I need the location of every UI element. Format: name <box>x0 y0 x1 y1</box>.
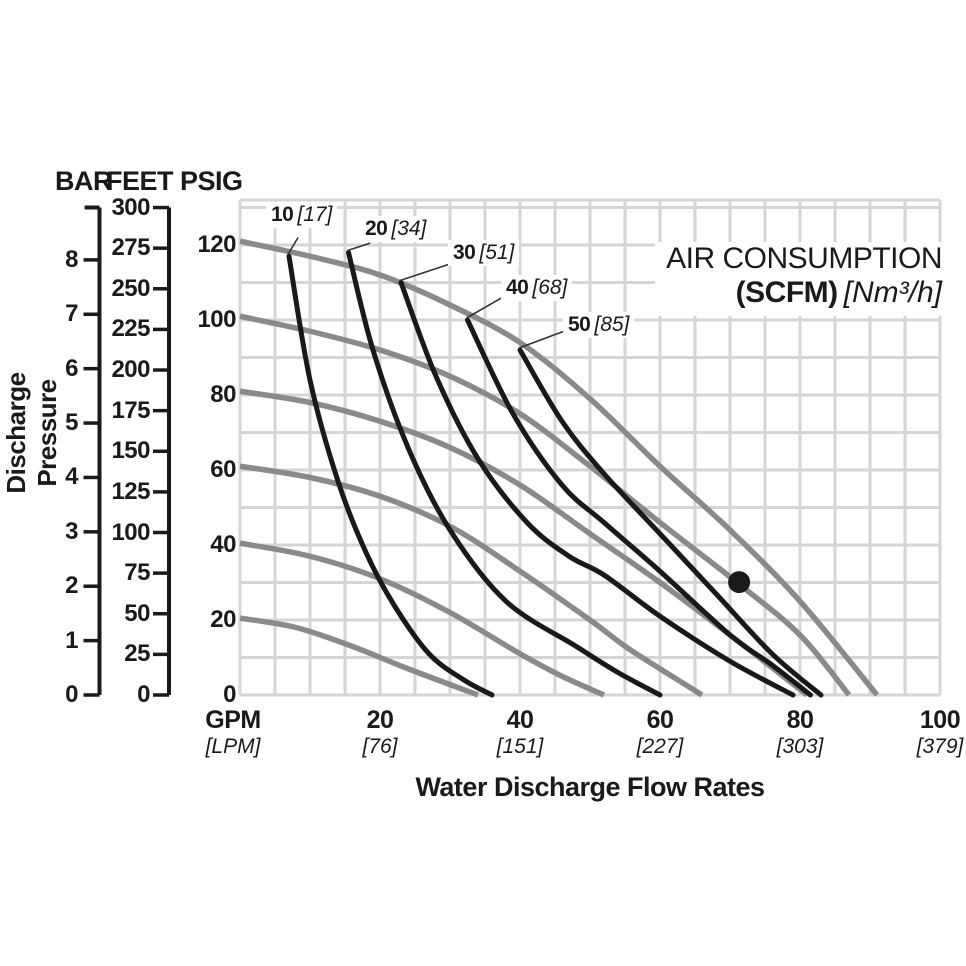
feet-tick-label: 200 <box>111 356 150 384</box>
bar-tick-label: 3 <box>65 517 78 545</box>
gpm-tick-label: 40 <box>506 706 534 734</box>
feet-tick-label: 150 <box>111 437 150 465</box>
air-curve-scfm-value: 50 <box>568 313 591 336</box>
psig-tick-label: 0 <box>223 681 236 708</box>
operating-point-dot <box>728 571 751 594</box>
air-curve-label-20: 20 [34] <box>360 216 432 242</box>
axis-header-psig: PSIG <box>180 166 243 196</box>
air-curve-nm3h-value: [34] <box>391 217 427 240</box>
air-consumption-title: AIR CONSUMPTION <box>666 242 942 275</box>
psig-tick-label: 80 <box>210 381 236 408</box>
air-curve-label-30: 30 [51] <box>448 240 520 266</box>
bar-tick-label: 7 <box>65 300 78 328</box>
air-curve-leader-line <box>287 237 299 255</box>
air-curve-leader-line <box>518 329 568 349</box>
bar-tick-label: 4 <box>65 463 78 491</box>
air-curve-nm3h-value: [85] <box>594 313 630 336</box>
air-curve-30scfm <box>398 280 796 698</box>
pressure-curve-40psig <box>239 540 606 698</box>
feet-tick-label: 250 <box>111 274 150 302</box>
psig-tick-label: 40 <box>210 531 236 558</box>
psig-tick-label: 60 <box>210 456 236 483</box>
lpm-tick-label: [151] <box>496 735 544 758</box>
air-curve-40scfm <box>465 317 813 698</box>
air-curve-label-50: 50 [85] <box>563 312 635 338</box>
feet-tick-label: 25 <box>124 640 150 668</box>
bar-tick-label: 2 <box>65 572 78 600</box>
gpm-tick-label: 60 <box>646 706 674 734</box>
feet-tick-label: 100 <box>111 518 150 546</box>
air-curve-label-10: 10 [17] <box>266 202 338 228</box>
feet-tick-label: 300 <box>111 193 150 221</box>
air-curve-leader-line <box>347 242 371 252</box>
feet-tick-label: 75 <box>124 559 150 587</box>
bar-tick-label: 0 <box>65 681 78 708</box>
pressure-curve-100psig <box>239 313 852 697</box>
psig-tick-label: 100 <box>197 306 236 333</box>
bar-tick-label: 6 <box>65 354 78 382</box>
feet-tick-label: 225 <box>111 315 150 343</box>
lpm-tick-label: [303] <box>776 735 824 758</box>
feet-tick-label: 275 <box>111 234 150 262</box>
air-curve-20scfm <box>346 250 663 698</box>
air-curve-nm3h-value: [51] <box>479 241 515 264</box>
lpm-tick-label: [227] <box>636 735 684 758</box>
axis-header-bar: BAR <box>55 166 113 196</box>
air-curve-50scfm <box>517 347 824 698</box>
feet-tick-label: 175 <box>111 396 150 424</box>
air-curve-nm3h-value: [68] <box>532 276 568 299</box>
bar-tick-label: 1 <box>65 626 78 654</box>
bar-tick-label: 8 <box>65 245 78 273</box>
pressure-curve-20psig <box>239 615 479 698</box>
gpm-tick-label: 80 <box>786 706 814 734</box>
gpm-unit-label: GPM <box>205 706 261 734</box>
axis-header-feet: FEET <box>106 166 174 196</box>
air-curve-10scfm <box>286 253 495 698</box>
air-curve-nm3h-value: [17] <box>297 203 333 226</box>
air-consumption-units: (SCFM) [Nm³/h] <box>655 276 942 310</box>
psig-tick-label: 120 <box>197 231 236 258</box>
feet-tick-label: 0 <box>137 681 150 708</box>
pressure-curve-60psig <box>239 463 704 698</box>
air-curve-label-40: 40 [68] <box>501 275 573 301</box>
air-curve-scfm-value: 20 <box>365 217 388 240</box>
feet-tick-label: 125 <box>111 477 150 505</box>
feet-tick-label: 50 <box>124 599 150 627</box>
air-consumption-unit-nm3h: [Nm³/h] <box>843 276 942 309</box>
air-curve-scfm-value: 10 <box>271 203 294 226</box>
bar-tick-label: 5 <box>65 409 78 437</box>
x-axis-title: Water Discharge Flow Rates <box>415 772 765 802</box>
air-curve-leader-line <box>399 261 457 282</box>
lpm-unit-label: [LPM] <box>205 735 261 758</box>
lpm-tick-label: [76] <box>362 735 398 758</box>
gpm-tick-label: 20 <box>366 706 394 734</box>
air-consumption-legend: AIR CONSUMPTION (SCFM) [Nm³/h] <box>655 242 948 316</box>
air-consumption-unit-scfm: (SCFM) <box>735 276 838 309</box>
air-curve-scfm-value: 30 <box>453 241 476 264</box>
air-curve-scfm-value: 40 <box>506 276 529 299</box>
lpm-tick-label: [379] <box>916 735 964 758</box>
gpm-tick-label: 100 <box>919 706 961 734</box>
psig-tick-label: 20 <box>210 606 236 633</box>
